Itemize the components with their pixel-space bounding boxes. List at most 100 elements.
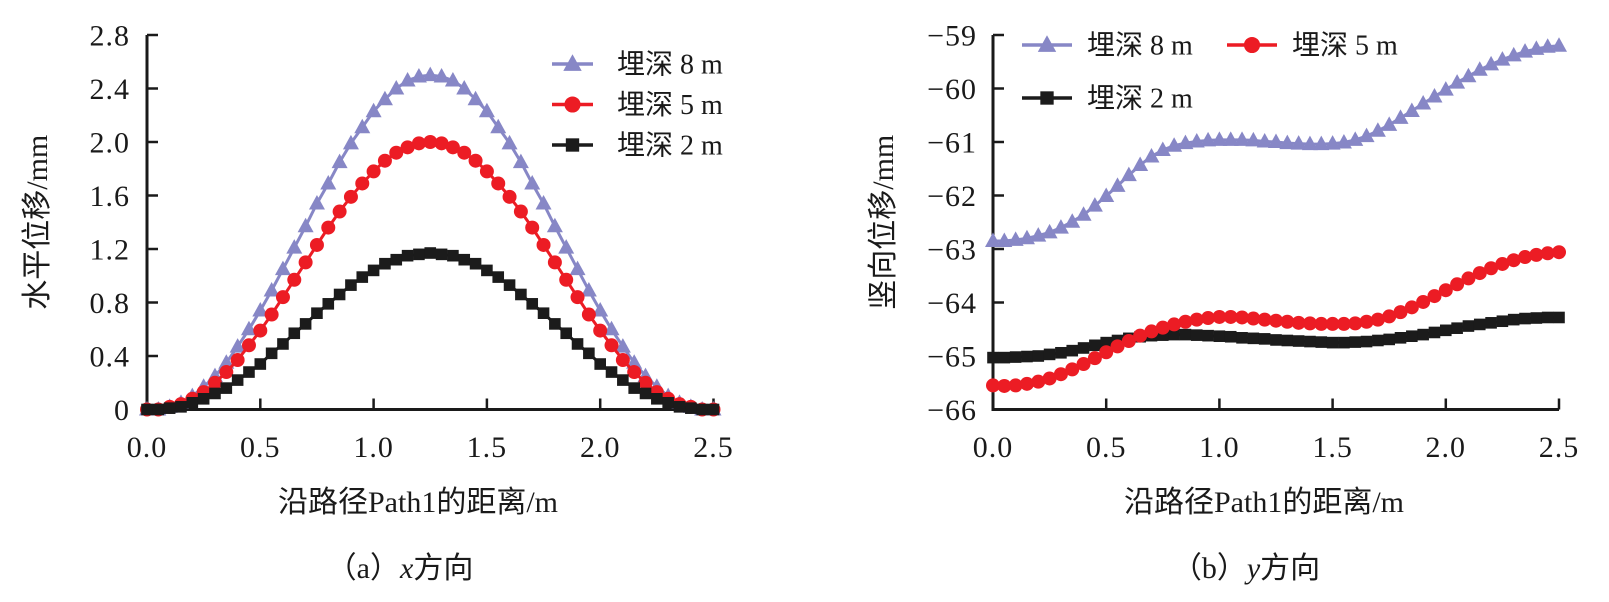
circle-marker [355, 176, 370, 191]
circle-marker [627, 365, 642, 380]
square-marker [662, 397, 674, 409]
y-tick-label: 1.6 [90, 180, 131, 213]
square-marker [1168, 328, 1180, 341]
triangle-marker [1426, 88, 1443, 103]
triangle-marker [1222, 131, 1239, 146]
square-marker [1190, 329, 1203, 341]
square-marker [1417, 328, 1429, 341]
square-marker [1507, 313, 1520, 326]
circle-marker [1416, 294, 1431, 309]
triangle-marker [490, 118, 507, 134]
square-marker [1032, 350, 1045, 362]
square-marker [987, 351, 999, 364]
circle-marker [219, 365, 234, 380]
square-marker [469, 257, 482, 270]
circle-marker [1518, 250, 1533, 265]
square-marker [333, 288, 346, 301]
circle-marker [1314, 316, 1329, 331]
circle-marker [1087, 351, 1102, 366]
square-marker [209, 387, 221, 400]
square-marker [367, 264, 380, 277]
square-marker [1462, 320, 1475, 332]
square-marker [345, 279, 357, 291]
triangle-marker [1279, 134, 1296, 150]
circle-marker [1189, 312, 1204, 327]
square-marker [197, 393, 210, 405]
square-marker [379, 257, 391, 270]
triangle-marker [1483, 55, 1500, 71]
square-marker [1281, 334, 1294, 347]
square-marker [1077, 342, 1090, 354]
square-marker [1326, 336, 1339, 349]
square-marker [1258, 333, 1271, 345]
y-tick-label: −64 [927, 287, 977, 320]
circle-marker [1019, 376, 1034, 391]
triangle-marker [218, 354, 235, 369]
triangle-marker [467, 90, 484, 106]
circle-marker [1359, 314, 1374, 329]
square-marker [1394, 332, 1407, 344]
triangle-marker [546, 217, 563, 233]
legend-label: 埋深 5 m [617, 90, 723, 121]
triangle-marker [1052, 219, 1069, 234]
square-marker [537, 307, 550, 319]
square-marker [526, 298, 539, 310]
circle-marker [570, 290, 585, 305]
square-marker [1021, 350, 1033, 363]
triangle-marker [342, 134, 359, 150]
square-marker [685, 402, 697, 414]
triangle-marker [603, 320, 620, 336]
circle-marker [1552, 245, 1566, 260]
square-marker [254, 358, 267, 370]
circle-marker [479, 164, 494, 179]
y-tick-label: −66 [927, 394, 977, 427]
circle-marker [1529, 247, 1544, 262]
triangle-marker [1415, 94, 1432, 110]
circle-marker [1110, 339, 1125, 354]
square-marker [424, 247, 437, 259]
square-marker [1519, 312, 1531, 325]
circle-marker [1427, 289, 1442, 304]
triangle-marker [320, 174, 337, 190]
triangle-marker [558, 239, 575, 254]
legend-label: 埋深 8 m [617, 50, 723, 81]
triangle-marker [1494, 51, 1511, 66]
triangle-marker [444, 71, 461, 87]
triangle-marker [1037, 35, 1057, 52]
series-depth-5m [140, 135, 721, 417]
square-marker [390, 253, 403, 266]
triangle-marker [433, 67, 450, 83]
triangle-marker [1007, 231, 1024, 246]
triangle-marker [308, 195, 325, 210]
circle-marker [445, 140, 460, 155]
square-marker [481, 264, 493, 277]
square-marker [447, 249, 459, 262]
circle-marker [1053, 367, 1068, 382]
circle-marker [400, 140, 415, 155]
triangle-marker [1324, 135, 1341, 150]
triangle-marker [1120, 166, 1137, 182]
triangle-marker [331, 153, 348, 169]
square-marker [617, 374, 629, 386]
square-marker [1541, 311, 1554, 324]
triangle-marker [1358, 127, 1375, 143]
square-marker [1055, 346, 1067, 359]
circle-marker [581, 307, 596, 322]
square-marker [1100, 336, 1112, 349]
triangle-marker [1290, 135, 1307, 150]
square-marker [1451, 322, 1463, 334]
y-axis-title: 竖向位移/mm [867, 135, 900, 310]
triangle-marker [1313, 135, 1330, 151]
square-marker [1553, 311, 1565, 324]
y-tick-label: 0.8 [90, 287, 131, 320]
x-tick-label: 0.0 [973, 431, 1014, 464]
triangle-marker [1041, 223, 1058, 239]
y-tick-label: 2.0 [90, 127, 131, 160]
square-marker [186, 397, 199, 409]
triangle-marker [1154, 141, 1171, 157]
circle-marker [1144, 324, 1159, 339]
circle-marker [1461, 271, 1476, 286]
circle-marker [230, 353, 245, 368]
triangle-marker [365, 102, 382, 118]
circle-marker [513, 204, 528, 219]
